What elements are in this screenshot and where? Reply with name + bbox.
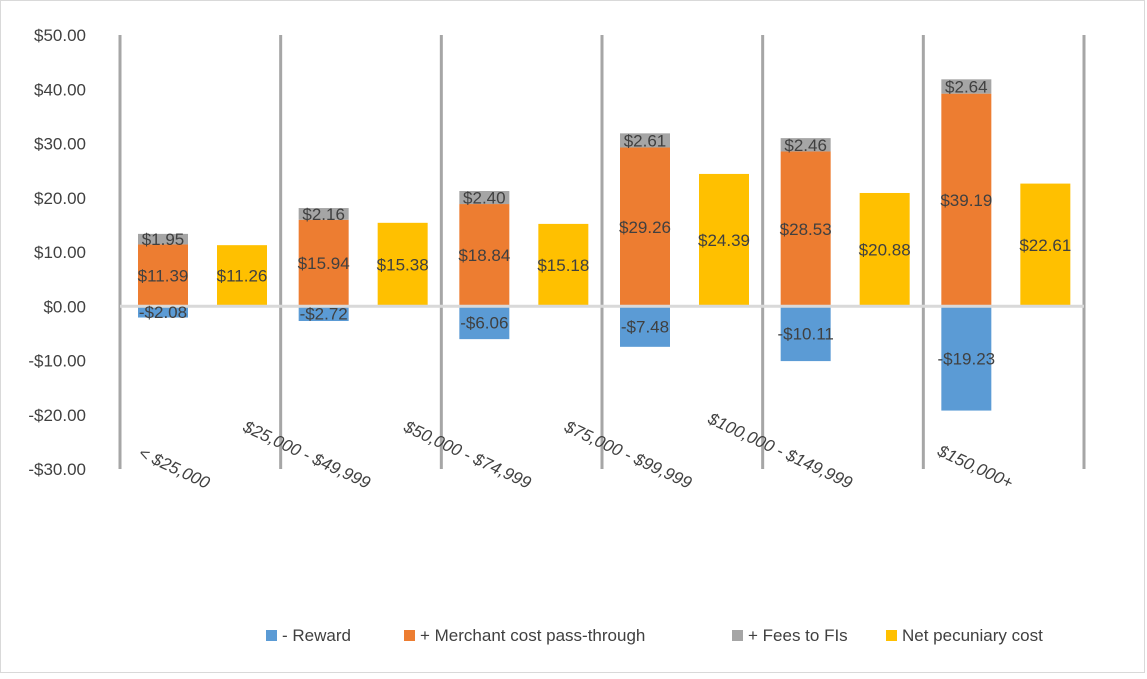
y-tick-label: $0.00: [43, 297, 86, 316]
data-label-reward: -$19.23: [937, 349, 995, 368]
data-label-net: $24.39: [698, 231, 750, 250]
bar-reward: [620, 306, 670, 347]
data-label-reward: -$6.06: [460, 314, 508, 333]
bar-reward: [941, 306, 992, 411]
y-tick-label: -$20.00: [28, 406, 86, 425]
data-label-merchant: $28.53: [780, 220, 832, 239]
bar-net-cost: [377, 222, 428, 307]
data-label-fees: $2.61: [624, 131, 667, 150]
bar-net-cost: [1020, 183, 1071, 307]
legend-label: + Fees to FIs: [748, 626, 848, 645]
data-label-net: $22.61: [1019, 236, 1071, 255]
legend-label: Net pecuniary cost: [902, 626, 1043, 645]
data-label-net: $15.18: [537, 256, 589, 275]
bar-merchant-cost: [941, 93, 992, 307]
data-label-fees: $2.40: [463, 189, 506, 208]
data-label-net: $20.88: [859, 241, 911, 260]
bar-net-cost: [859, 192, 910, 307]
x-category-label: < $25,000: [136, 443, 213, 493]
data-label-reward: -$2.72: [300, 305, 348, 324]
data-label-reward: -$2.08: [139, 303, 187, 322]
bar-fees: [941, 79, 992, 94]
data-label-reward: -$10.11: [777, 325, 833, 344]
x-category-label: $75,000 - $99,999: [561, 417, 696, 493]
y-tick-label: $40.00: [34, 80, 86, 99]
data-label-merchant: $39.19: [940, 191, 992, 210]
data-label-net: $15.38: [377, 256, 429, 275]
bar-merchant-cost: [620, 147, 670, 307]
data-label-merchant: $11.39: [138, 266, 189, 285]
bar-merchant-cost: [138, 244, 188, 307]
bar-reward: [138, 306, 188, 318]
data-label-fees: $2.16: [302, 205, 345, 224]
x-category-label: $150,000+: [934, 441, 1016, 493]
bar-fees: [459, 191, 510, 205]
bar-net-cost: [699, 173, 749, 307]
bar-fees: [298, 208, 349, 220]
y-tick-label: $30.00: [34, 135, 86, 154]
data-label-merchant: $15.94: [298, 254, 350, 273]
legend-swatch: [404, 630, 415, 641]
data-label-fees: $2.46: [784, 136, 827, 155]
bar-merchant-cost: [780, 151, 831, 307]
x-category-label: $50,000 - $74,999: [400, 417, 535, 493]
x-category-label: $100,000 - $149,999: [704, 409, 856, 493]
bar-reward: [459, 306, 510, 340]
bar-merchant-cost: [459, 204, 510, 307]
bar-fees: [138, 233, 188, 245]
bar-merchant-cost: [298, 219, 349, 307]
y-tick-label: -$30.00: [28, 460, 86, 479]
legend-swatch: [886, 630, 897, 641]
y-tick-label: -$10.00: [28, 352, 86, 371]
data-label-merchant: $18.84: [458, 246, 510, 265]
data-label-fees: $1.95: [142, 230, 185, 249]
legend-swatch: [266, 630, 277, 641]
x-category-label: $25,000 - $49,999: [239, 417, 374, 493]
bar-fees: [780, 138, 831, 152]
data-label-merchant: $29.26: [619, 218, 671, 237]
bar-reward: [780, 306, 831, 362]
y-tick-label: $20.00: [34, 189, 86, 208]
legend-label: - Reward: [282, 626, 351, 645]
legend-swatch: [732, 630, 743, 641]
y-tick-label: $10.00: [34, 243, 86, 262]
data-label-reward: -$7.48: [621, 318, 669, 337]
bar-net-cost: [538, 223, 589, 307]
bar-fees: [620, 133, 670, 148]
data-label-fees: $2.64: [945, 77, 988, 96]
bar-reward: [298, 306, 349, 322]
bar-net-cost: [217, 245, 267, 307]
y-tick-label: $50.00: [34, 26, 86, 45]
legend-label: + Merchant cost pass-through: [420, 626, 645, 645]
data-label-net: $11.26: [217, 267, 268, 286]
